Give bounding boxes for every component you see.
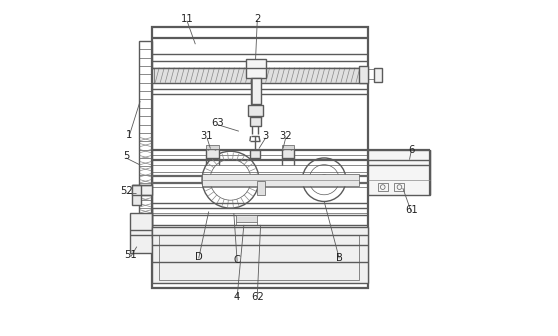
Text: 32: 32	[280, 131, 292, 141]
Bar	[130, 213, 152, 253]
Text: B: B	[336, 253, 343, 263]
Text: 31: 31	[201, 131, 213, 141]
Bar	[158, 235, 359, 280]
Bar	[257, 181, 264, 195]
Bar	[250, 117, 261, 126]
Text: D: D	[195, 252, 203, 262]
Text: 4: 4	[234, 292, 240, 302]
Bar	[246, 59, 266, 78]
Text: 6: 6	[408, 144, 415, 155]
Bar	[153, 68, 366, 83]
Bar	[132, 185, 152, 195]
Text: 11: 11	[181, 14, 194, 24]
Bar	[378, 183, 388, 191]
Bar	[282, 145, 295, 149]
Text: 3: 3	[262, 131, 269, 141]
Bar	[152, 226, 368, 284]
Text: 62: 62	[251, 292, 263, 302]
Bar	[395, 183, 405, 191]
Bar	[202, 174, 359, 186]
Text: 5: 5	[123, 151, 129, 161]
Bar	[282, 149, 295, 158]
Text: 61: 61	[405, 205, 417, 215]
Bar	[132, 185, 141, 205]
Text: 2: 2	[254, 14, 261, 24]
Bar	[206, 149, 219, 158]
Bar	[251, 78, 261, 104]
Bar	[139, 41, 152, 228]
Text: C: C	[234, 255, 240, 265]
Circle shape	[319, 175, 329, 185]
Text: 1: 1	[126, 130, 132, 139]
Bar	[248, 106, 263, 116]
Bar	[206, 145, 219, 149]
Text: 52: 52	[120, 186, 132, 197]
Text: 63: 63	[211, 118, 223, 128]
Text: 51: 51	[124, 250, 137, 260]
Bar	[250, 150, 260, 158]
Bar	[152, 28, 368, 289]
Bar	[235, 215, 257, 221]
Bar	[359, 66, 368, 83]
Bar	[368, 150, 430, 195]
Bar	[374, 68, 382, 82]
